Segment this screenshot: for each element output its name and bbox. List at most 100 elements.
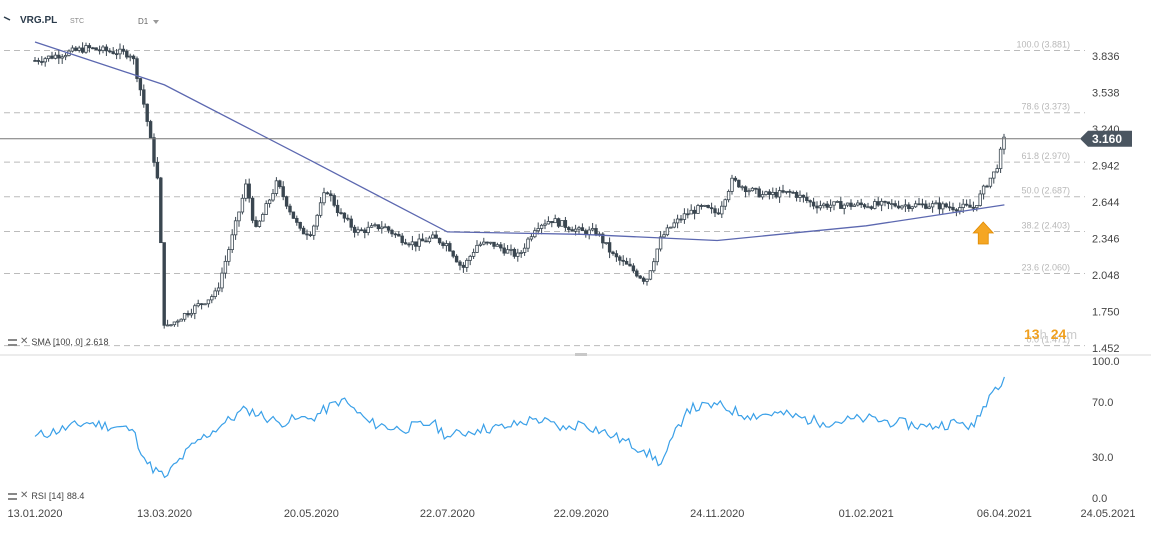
date-axis-tick: 01.02.2021 [839,508,894,520]
candle-body [441,242,445,247]
pane-resize-handle[interactable] [575,353,587,356]
candle-body [322,192,326,204]
candle-body [101,46,105,51]
price-axis-tick: 2.048 [1092,270,1120,282]
candle-body [686,213,690,216]
candle-body [482,241,486,245]
candle-body [206,299,211,305]
rsi-value: 88.4 [66,491,85,501]
symbol-label[interactable]: VRG.PL [20,15,58,26]
candle-body [196,303,200,307]
candle-body [886,201,891,205]
candle-body [278,180,282,188]
candle-body [930,203,935,208]
sma-indicator-label[interactable]: ✕ SMA [100, 0] 2.618 [8,337,108,347]
candle-body [641,277,646,282]
candle-body [798,194,802,198]
chevron-down-icon [153,19,160,24]
candle-body [567,227,571,231]
candle-body [247,183,251,199]
candle-body [849,202,853,207]
candle-body [672,222,676,228]
candle-body [281,186,285,198]
candle-body [291,211,296,219]
candle-body [896,205,901,209]
candle-body [420,238,425,242]
candle-body [815,205,819,209]
candle-body [526,238,530,249]
rsi-axis-tick: 70.0 [1092,397,1113,409]
candle-body [801,194,806,198]
candle-body [706,204,710,209]
candle-body [852,204,857,207]
candle-body [665,227,670,236]
candle-body [366,226,370,234]
candle-body [186,313,190,316]
candle-body [791,191,795,194]
candle-body [570,229,574,232]
candle-body [403,242,408,245]
candle-body [764,191,768,195]
price-axis-tick: 2.346 [1092,234,1120,246]
candle-body [108,50,112,53]
candle-body [869,206,874,209]
rsi-indicator-label[interactable]: ✕ RSI [14] 88.4 [8,491,84,501]
candle-body [114,53,119,56]
candle-body [743,186,748,193]
candle-body [628,263,632,267]
candle-body [992,171,996,179]
date-axis-tick: 24.11.2020 [690,508,744,520]
candle-body [611,251,615,255]
price-axis-tick: 3.538 [1092,88,1120,100]
close-icon[interactable]: ✕ [20,336,29,347]
candle-body [414,241,418,247]
candle-body [169,324,173,327]
candle-body [682,213,687,220]
candle-body [709,207,714,210]
settings-icon[interactable] [8,338,17,346]
candle-body [907,204,911,209]
candle-body [781,190,785,193]
candle-body [601,233,605,244]
candle-body [900,205,904,209]
timeframe-selector[interactable]: D1 [138,17,160,26]
candle-body [910,206,914,209]
candle-body [74,47,78,51]
candle-body [937,202,942,210]
candle-body [53,54,58,59]
candle-body [308,234,313,237]
candle-body [264,203,268,215]
close-icon[interactable]: ✕ [20,490,29,501]
candle-body [998,148,1003,169]
candle-body [135,58,139,79]
candle-body [553,218,557,224]
candle-body [777,190,782,198]
candle-body [771,191,775,195]
candle-body [427,237,432,243]
settings-icon[interactable] [8,492,17,500]
candle-body [223,260,228,274]
candle-body [261,214,265,222]
candle-body [607,242,612,253]
candle-body [431,234,435,239]
arrow-up-icon [972,221,995,245]
fibonacci-level-label: 0.0 (1.471) [1026,335,1070,345]
price-axis-tick: 3.836 [1092,51,1120,63]
candle-body [794,192,799,198]
candle-body [312,225,316,236]
candle-body [339,212,343,214]
candle-body [733,177,738,181]
candle-body [193,305,197,314]
candle-body [784,190,789,193]
candle-body [434,234,438,239]
candle-body [774,191,778,198]
candle-body [390,229,394,235]
candle-body [536,228,540,232]
candle-body [767,191,772,195]
candle-body [590,228,595,231]
rsi-axis-tick: 0.0 [1092,493,1107,505]
candle-body [40,61,44,63]
candle-body [747,190,751,193]
candle-body [233,220,238,236]
